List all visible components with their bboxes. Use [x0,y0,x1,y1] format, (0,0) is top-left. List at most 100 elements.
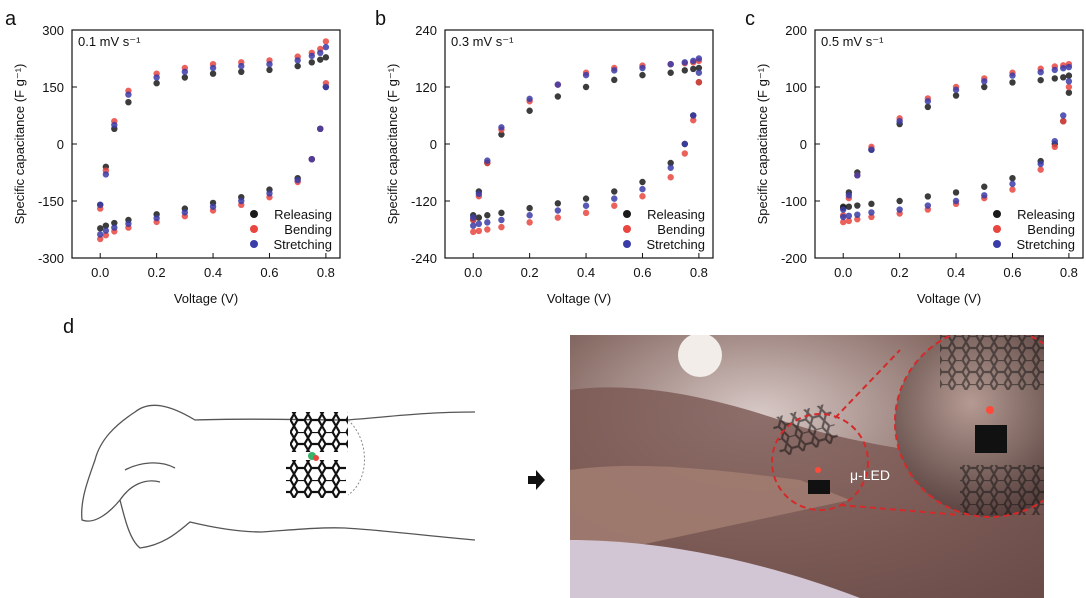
legend-marker [993,240,1001,248]
data-point [209,64,217,72]
data-point [845,217,853,225]
x-tick-label: 0.2 [148,265,166,280]
legend-marker [993,225,1001,233]
legend-label: Bending [1027,222,1075,237]
data-point [1065,72,1073,79]
y-tick-label: 100 [785,80,807,95]
data-point [690,117,697,124]
data-point [102,227,110,234]
data-point [639,193,646,200]
data-point [322,83,330,91]
data-point [1060,74,1067,81]
y-tick-label: -120 [411,194,437,209]
data-point [554,93,562,100]
data-point [582,209,590,217]
data-point [554,81,562,88]
data-point [1009,186,1016,193]
data-point [690,57,697,65]
x-tick-label: 0.4 [204,265,222,280]
data-point [1037,166,1044,173]
data-point [484,226,491,233]
data-point [845,203,853,210]
data-point [102,232,110,239]
y-tick-label: 0 [430,137,437,152]
data-point [125,220,132,227]
data-point [484,157,491,164]
annotation: 0.5 mV s⁻¹ [821,34,884,49]
y-tick-label: 240 [415,23,437,38]
data-point [308,156,315,163]
legend-marker [250,240,258,248]
data-point [840,206,847,213]
annotation: 0.3 mV s⁻¹ [451,34,514,49]
data-point [153,74,160,81]
data-point [868,209,875,216]
data-point [582,202,590,209]
data-point [317,49,324,56]
legend-label: Releasing [1017,207,1075,222]
data-point [554,200,562,207]
y-tick-label: 150 [42,80,64,95]
y-tick-label: -240 [411,251,437,266]
x-tick-label: 0.2 [521,265,539,280]
x-tick-label: 0.0 [834,265,852,280]
data-point [639,71,646,79]
data-point [582,83,590,91]
data-point [1051,137,1058,145]
data-point [845,192,853,199]
data-point [840,213,847,221]
data-point [681,67,688,74]
data-point [952,86,960,94]
legend-label: Bending [657,222,705,237]
data-point [526,212,533,219]
data-point [294,62,301,70]
data-point [1051,143,1058,151]
data-point [1065,63,1073,71]
data-point [854,172,861,179]
x-tick-label: 0.8 [690,265,708,280]
data-point [181,209,189,216]
data-point [840,218,847,226]
data-point [317,125,324,132]
data-point [498,216,505,224]
data-point [695,55,703,62]
data-point [854,216,861,223]
legend-marker [623,225,631,233]
data-point [924,98,932,105]
data-point [308,59,315,66]
y-axis-label: Specific capacitance (F g⁻¹) [755,64,770,225]
data-point [153,80,160,87]
data-point [896,197,903,205]
data-point [1065,89,1073,96]
led-dot [313,455,319,461]
hex-patch-top [290,412,348,452]
data-point [924,202,932,209]
data-point [475,190,483,198]
x-tick-label: 0.8 [317,265,335,280]
data-point [924,193,932,200]
data-point [690,112,697,119]
data-point [582,71,590,79]
data-point [667,164,674,171]
data-point [952,189,960,196]
data-point [981,192,988,199]
data-point [639,178,646,186]
arrow [528,470,545,490]
data-point [526,107,533,114]
data-point [470,214,477,221]
data-point [498,124,505,131]
data-point [690,65,697,73]
data-point [582,195,590,202]
data-point [854,202,861,209]
data-point [322,38,330,45]
data-point [924,103,932,111]
data-point [111,121,118,129]
y-tick-label: -100 [781,194,807,209]
data-point [845,212,853,220]
data-point [181,74,189,81]
panel-label: b [375,8,386,30]
y-tick-label: 120 [415,80,437,95]
annotation: 0.1 mV s⁻¹ [78,34,141,49]
x-tick-label: 0.6 [633,265,651,280]
x-tick-label: 0.4 [947,265,965,280]
